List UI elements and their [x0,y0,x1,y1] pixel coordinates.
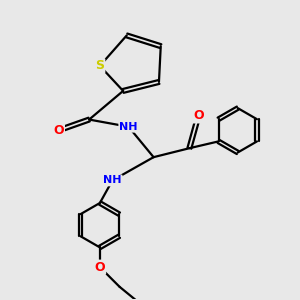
Text: O: O [193,110,204,122]
Text: O: O [94,261,105,274]
Text: NH: NH [119,122,138,132]
Text: S: S [95,59,104,72]
Text: O: O [53,124,64,137]
Text: NH: NH [103,176,122,185]
